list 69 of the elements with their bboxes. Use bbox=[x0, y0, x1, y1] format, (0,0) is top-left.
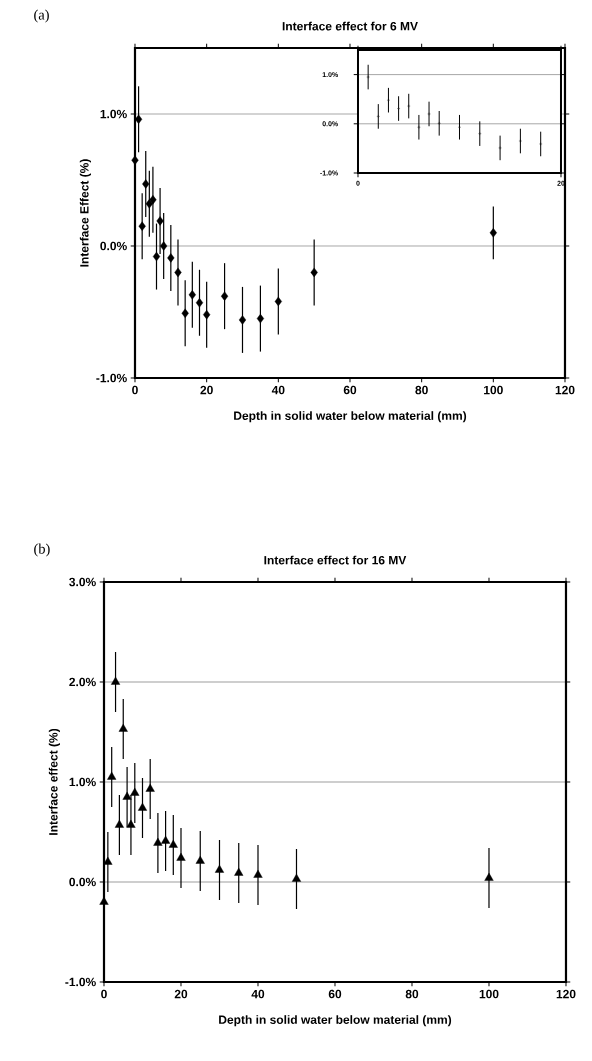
y-tick-label: -1.0% bbox=[65, 977, 96, 987]
x-tick-label: 20 bbox=[200, 385, 213, 395]
x-tick-label: 100 bbox=[484, 385, 503, 395]
point bbox=[126, 819, 136, 828]
point bbox=[195, 298, 204, 308]
x-tick-label: 40 bbox=[251, 989, 265, 999]
y-tick-label: 0.0% bbox=[69, 877, 96, 887]
point bbox=[274, 296, 282, 307]
point bbox=[203, 309, 211, 320]
point bbox=[156, 216, 164, 226]
y-axis-title: Interface effect (%) bbox=[48, 728, 60, 835]
x-tick-label: 100 bbox=[479, 989, 499, 999]
point bbox=[188, 290, 196, 300]
point bbox=[310, 267, 318, 278]
point bbox=[149, 195, 157, 205]
x-tick-label: 60 bbox=[343, 385, 357, 395]
x-tick-label: 40 bbox=[271, 385, 285, 395]
point bbox=[234, 867, 244, 876]
y-axis-title: Interface Effect (%) bbox=[79, 159, 91, 267]
y-tick-label: 0.0% bbox=[100, 241, 127, 251]
x-axis-title: Depth in solid water below material (mm) bbox=[219, 1015, 452, 1027]
point bbox=[181, 308, 189, 319]
point bbox=[176, 852, 186, 861]
chart-title: Interface effect for 6 MV bbox=[282, 21, 418, 31]
point bbox=[256, 313, 264, 324]
x-tick-label: 120 bbox=[556, 989, 576, 999]
y-tick-label: 2.0% bbox=[69, 677, 96, 687]
point bbox=[107, 771, 117, 780]
point bbox=[130, 787, 140, 796]
x-tick-label: 60 bbox=[328, 989, 342, 999]
point bbox=[221, 291, 229, 301]
y-tick-label: -1.0% bbox=[96, 373, 127, 383]
point bbox=[238, 315, 247, 325]
point bbox=[131, 155, 139, 165]
point bbox=[153, 837, 163, 846]
x-tick-label: 80 bbox=[415, 385, 428, 395]
point bbox=[214, 864, 225, 873]
point bbox=[111, 676, 121, 685]
x-tick-label: 120 bbox=[555, 385, 575, 395]
point bbox=[145, 783, 155, 792]
x-tick-label: 80 bbox=[405, 989, 419, 999]
point bbox=[195, 855, 205, 864]
point bbox=[152, 251, 161, 262]
point bbox=[161, 835, 171, 844]
point bbox=[484, 872, 494, 881]
text: (b) bbox=[34, 543, 50, 557]
y-tick-label: 1.0% bbox=[100, 109, 127, 119]
point bbox=[122, 791, 132, 800]
x-tick-label: 0 bbox=[101, 989, 107, 999]
point bbox=[489, 228, 497, 238]
point bbox=[167, 253, 175, 263]
point bbox=[160, 241, 168, 251]
x-tick-label: 20 bbox=[174, 989, 188, 999]
chart-title: Interface effect for 16 MV bbox=[264, 555, 407, 565]
point bbox=[135, 114, 143, 124]
point bbox=[137, 802, 148, 811]
point bbox=[291, 873, 302, 882]
point bbox=[168, 839, 178, 848]
y-tick-label: 3.0% bbox=[69, 577, 96, 587]
x-axis-title: Depth in solid water below material (mm) bbox=[234, 411, 467, 423]
point bbox=[174, 267, 182, 278]
point bbox=[118, 723, 128, 732]
point bbox=[114, 819, 124, 828]
point bbox=[142, 179, 150, 189]
x-tick-label: 0 bbox=[132, 385, 138, 395]
point bbox=[138, 221, 146, 231]
point bbox=[253, 869, 263, 878]
text: (a) bbox=[34, 9, 49, 23]
y-tick-label: 1.0% bbox=[69, 777, 96, 787]
